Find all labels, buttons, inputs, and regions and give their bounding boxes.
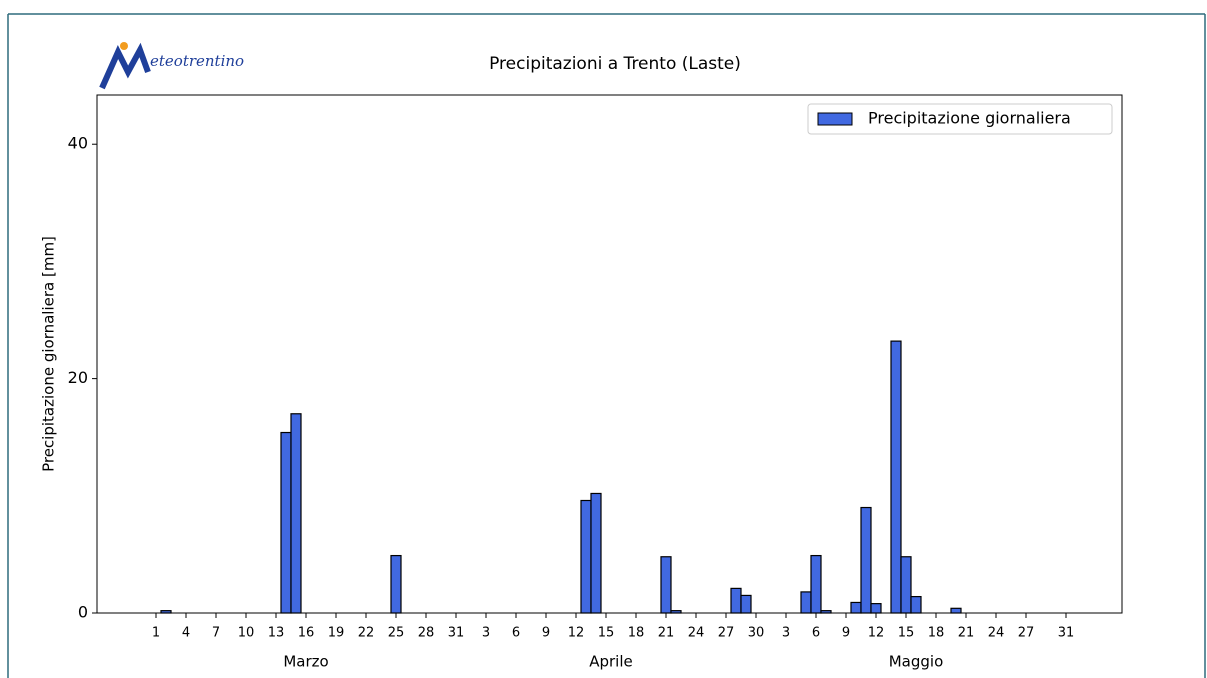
x-tick-label: 9 — [842, 626, 850, 641]
x-tick-label: 6 — [812, 626, 820, 641]
x-tick-label: 10 — [238, 626, 255, 641]
x-tick-label: 12 — [568, 626, 585, 641]
x-tick-label: 24 — [688, 626, 705, 641]
bar — [670, 610, 682, 614]
chart-title: Precipitazioni a Trento (Laste) — [489, 54, 741, 74]
bar — [660, 556, 672, 614]
x-tick-label: 27 — [1018, 626, 1035, 641]
logo: eteotrentino — [99, 42, 244, 90]
x-tick-label: 21 — [658, 626, 675, 641]
y-axis-label: Precipitazione giornaliera [mm] — [40, 236, 58, 472]
x-tick-label: 6 — [512, 626, 520, 641]
month-label: Aprile — [589, 653, 633, 671]
x-tick-label: 25 — [388, 626, 405, 641]
bar — [870, 603, 882, 614]
x-tick-label: 7 — [212, 626, 220, 641]
bar — [730, 587, 742, 614]
x-tick-label: 31 — [448, 626, 465, 641]
bar — [290, 413, 302, 614]
x-tick-label: 3 — [782, 626, 790, 641]
x-tick-label: 21 — [958, 626, 975, 641]
bar — [800, 591, 812, 614]
bar — [910, 595, 922, 614]
x-tick-label: 4 — [182, 626, 190, 641]
x-tick-label: 13 — [268, 626, 285, 641]
bar — [280, 431, 292, 614]
x-tick-label: 18 — [628, 626, 645, 641]
y-tick-label: 20 — [68, 368, 88, 387]
x-tick-label: 9 — [542, 626, 550, 641]
bar — [740, 594, 752, 614]
x-tick-label: 18 — [928, 626, 945, 641]
bar — [900, 556, 912, 614]
x-tick-label: 16 — [298, 626, 315, 641]
plot-frame — [96, 94, 1123, 614]
x-tick-label: 30 — [748, 626, 765, 641]
legend-label: Precipitazione giornaliera — [868, 109, 1071, 128]
x-tick-label: 24 — [988, 626, 1005, 641]
y-tick-label: 40 — [68, 134, 88, 153]
bar — [820, 610, 832, 614]
x-tick-label: 12 — [868, 626, 885, 641]
logo-mark — [99, 42, 151, 90]
logo-sun — [120, 42, 128, 50]
logo-text: eteotrentino — [150, 52, 244, 70]
x-tick-label: 15 — [898, 626, 915, 641]
x-tick-label: 31 — [1058, 626, 1075, 641]
legend-box — [807, 103, 1113, 135]
bar — [390, 554, 402, 614]
bar — [590, 492, 602, 614]
x-tick-label: 27 — [718, 626, 735, 641]
y-tick-label: 0 — [78, 603, 88, 622]
x-tick-label: 28 — [418, 626, 435, 641]
bar — [580, 499, 592, 614]
x-tick-label: 1 — [152, 626, 160, 641]
bar — [950, 607, 962, 614]
x-tick-label: 22 — [358, 626, 375, 641]
bar — [890, 340, 902, 614]
bar — [850, 601, 862, 614]
x-tick-label: 15 — [598, 626, 615, 641]
x-tick-label: 3 — [482, 626, 490, 641]
bar — [810, 554, 822, 614]
month-label: Maggio — [889, 653, 944, 671]
bar — [860, 506, 872, 614]
month-label: Marzo — [283, 653, 328, 671]
bar — [160, 610, 172, 614]
x-tick-label: 19 — [328, 626, 345, 641]
legend-swatch — [817, 112, 853, 126]
